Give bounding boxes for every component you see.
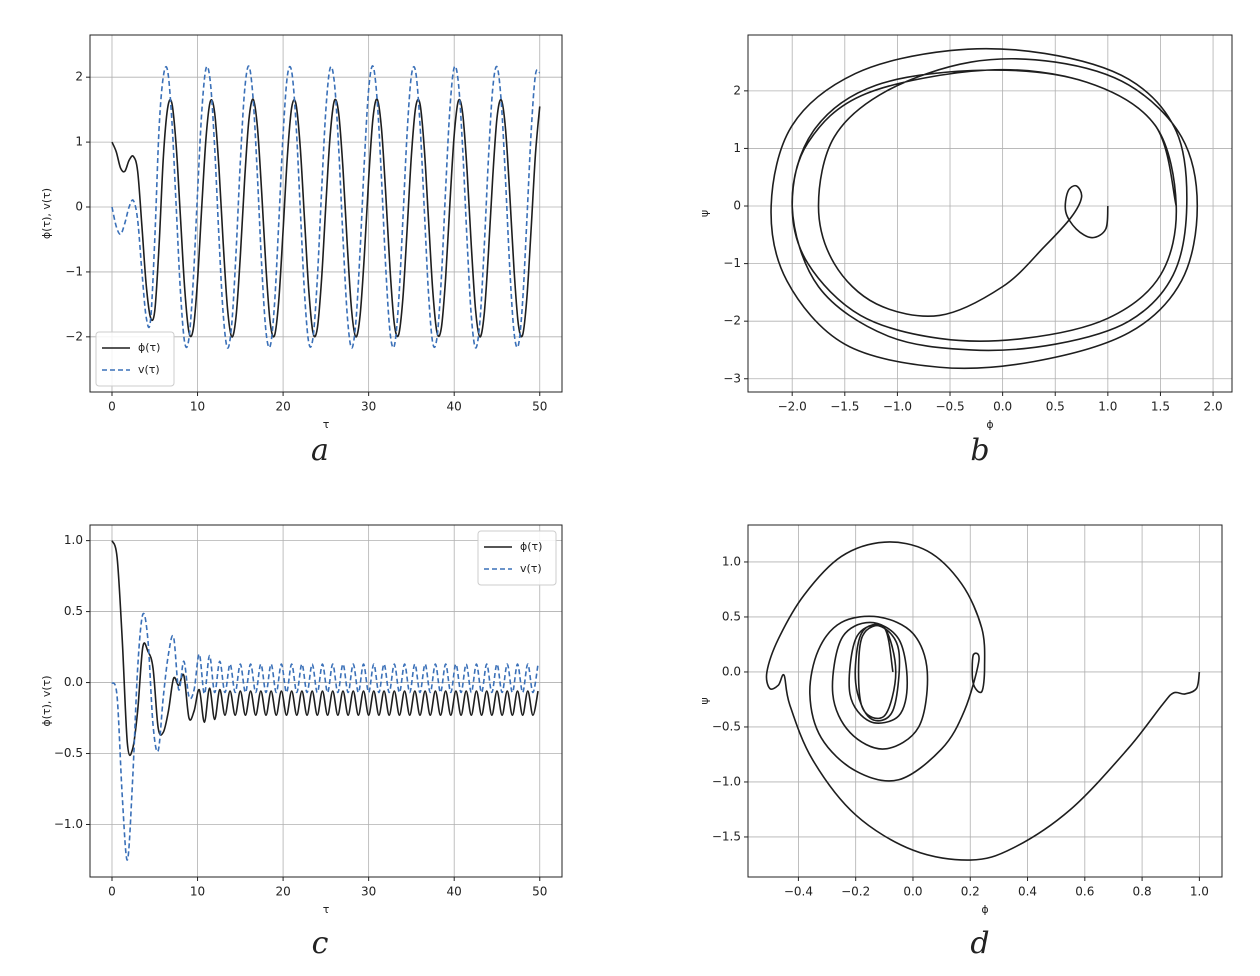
plot-frame	[747, 524, 1223, 878]
x-tick-label: 0.6	[1075, 885, 1094, 899]
subplot: 0 10 20 30 40 50 −1.0 −0.5 0.0 0.5 1.0 τ ϕ(τ), v(τ) c…	[40, 524, 563, 961]
x-tick-label: 0.4	[1018, 885, 1037, 899]
y-tick-label: 0.0	[722, 664, 741, 678]
subplot: −0.4 −0.2 0.0 0.2 0.4 0.6 0.8 1.0 −1.5 −1.0 −0.5 0.…	[698, 524, 1223, 961]
x-tick-label: 40	[447, 885, 462, 899]
x-tick-label: −1.5	[830, 400, 859, 414]
y-axis-label: ϕ(τ), v(τ)	[40, 675, 53, 726]
panel-caption: b	[970, 433, 989, 468]
y-tick-label: −1.0	[54, 817, 83, 831]
x-tick-label: 0.5	[1046, 400, 1065, 414]
x-tick-label: 0.0	[993, 400, 1012, 414]
x-tick-label: 0.8	[1133, 885, 1152, 899]
x-tick-label: 10	[190, 400, 205, 414]
x-tick-label: 1.0	[1098, 400, 1117, 414]
y-tick-label: 1.0	[722, 554, 741, 568]
y-tick-label: −2	[65, 329, 83, 343]
x-axis-label: τ	[323, 418, 330, 431]
x-tick-label: −2.0	[778, 400, 807, 414]
y-axis-label: ϕ(τ), v(τ)	[40, 188, 53, 239]
y-tick-label: 0	[733, 199, 741, 213]
x-tick-label: 30	[361, 885, 376, 899]
x-tick-label: −0.2	[841, 885, 870, 899]
x-tick-label: 10	[190, 885, 205, 899]
x-tick-label: −0.5	[935, 400, 964, 414]
legend-label: v(τ)	[138, 363, 160, 376]
x-axis-label: ϕ	[986, 418, 993, 431]
plot-frame	[747, 34, 1233, 393]
x-tick-label: 20	[275, 400, 290, 414]
y-tick-label: −1	[65, 264, 83, 278]
legend-box	[95, 331, 175, 387]
x-tick-label: 0.0	[903, 885, 922, 899]
y-tick-label: 2	[733, 83, 741, 97]
legend-box	[477, 530, 557, 586]
legend-label: ϕ(τ)	[138, 341, 160, 354]
series-line	[111, 65, 541, 349]
legend: ϕ(τ) v(τ)	[95, 331, 175, 387]
y-axis-label: ψ	[698, 210, 711, 217]
y-tick-label: −3	[723, 371, 741, 385]
legend-label: v(τ)	[520, 562, 542, 575]
y-axis-label: ψ	[698, 697, 711, 704]
panel-caption: a	[311, 433, 329, 468]
y-tick-label: 2	[75, 70, 83, 84]
y-tick-label: 0.0	[64, 675, 83, 689]
y-tick-label: 1.0	[64, 533, 83, 547]
y-tick-label: −1.0	[712, 774, 741, 788]
y-tick-label: −0.5	[54, 746, 83, 760]
y-tick-label: −0.5	[712, 719, 741, 733]
x-tick-label: 0	[108, 885, 116, 899]
y-tick-label: 0.5	[722, 609, 741, 623]
y-tick-label: 0.5	[64, 604, 83, 618]
x-tick-label: 50	[532, 885, 547, 899]
x-tick-label: 2.0	[1204, 400, 1223, 414]
series-line	[770, 47, 1199, 370]
x-tick-label: 1.0	[1190, 885, 1209, 899]
y-tick-label: −1.5	[712, 829, 741, 843]
x-tick-label: −1.0	[883, 400, 912, 414]
y-tick-label: −1	[723, 256, 741, 270]
x-axis-label: ϕ	[981, 903, 988, 916]
x-tick-label: 40	[447, 400, 462, 414]
plot-frame	[89, 34, 563, 393]
x-tick-label: 20	[275, 885, 290, 899]
x-tick-label: 0	[108, 400, 116, 414]
legend-label: ϕ(τ)	[520, 540, 542, 553]
series-line	[111, 612, 539, 861]
subplot: −2.0 −1.5 −1.0 −0.5 0.0 0.5 1.0 1.5 2.0 −3 −2 −1 0 1 2…	[698, 34, 1233, 468]
legend: ϕ(τ) v(τ)	[477, 530, 557, 586]
x-tick-label: 50	[532, 400, 547, 414]
y-tick-label: 0	[75, 200, 83, 214]
plot-frame	[89, 524, 563, 878]
y-tick-label: 1	[75, 135, 83, 149]
series-line	[111, 98, 541, 338]
x-axis-label: τ	[323, 903, 330, 916]
series-line	[111, 540, 539, 757]
x-tick-label: 1.5	[1151, 400, 1170, 414]
subplot: 0 10 20 30 40 50 −2 −1 0 1 2 τ ϕ(τ), v(τ) a ϕ(τ) v(τ)	[40, 34, 563, 468]
panel-caption: d	[970, 926, 989, 961]
x-tick-label: −0.4	[784, 885, 813, 899]
x-tick-label: 0.2	[961, 885, 980, 899]
y-tick-label: 1	[733, 141, 741, 155]
series-line	[765, 541, 1201, 861]
y-tick-label: −2	[723, 314, 741, 328]
panel-caption: c	[312, 926, 329, 961]
x-tick-label: 30	[361, 400, 376, 414]
